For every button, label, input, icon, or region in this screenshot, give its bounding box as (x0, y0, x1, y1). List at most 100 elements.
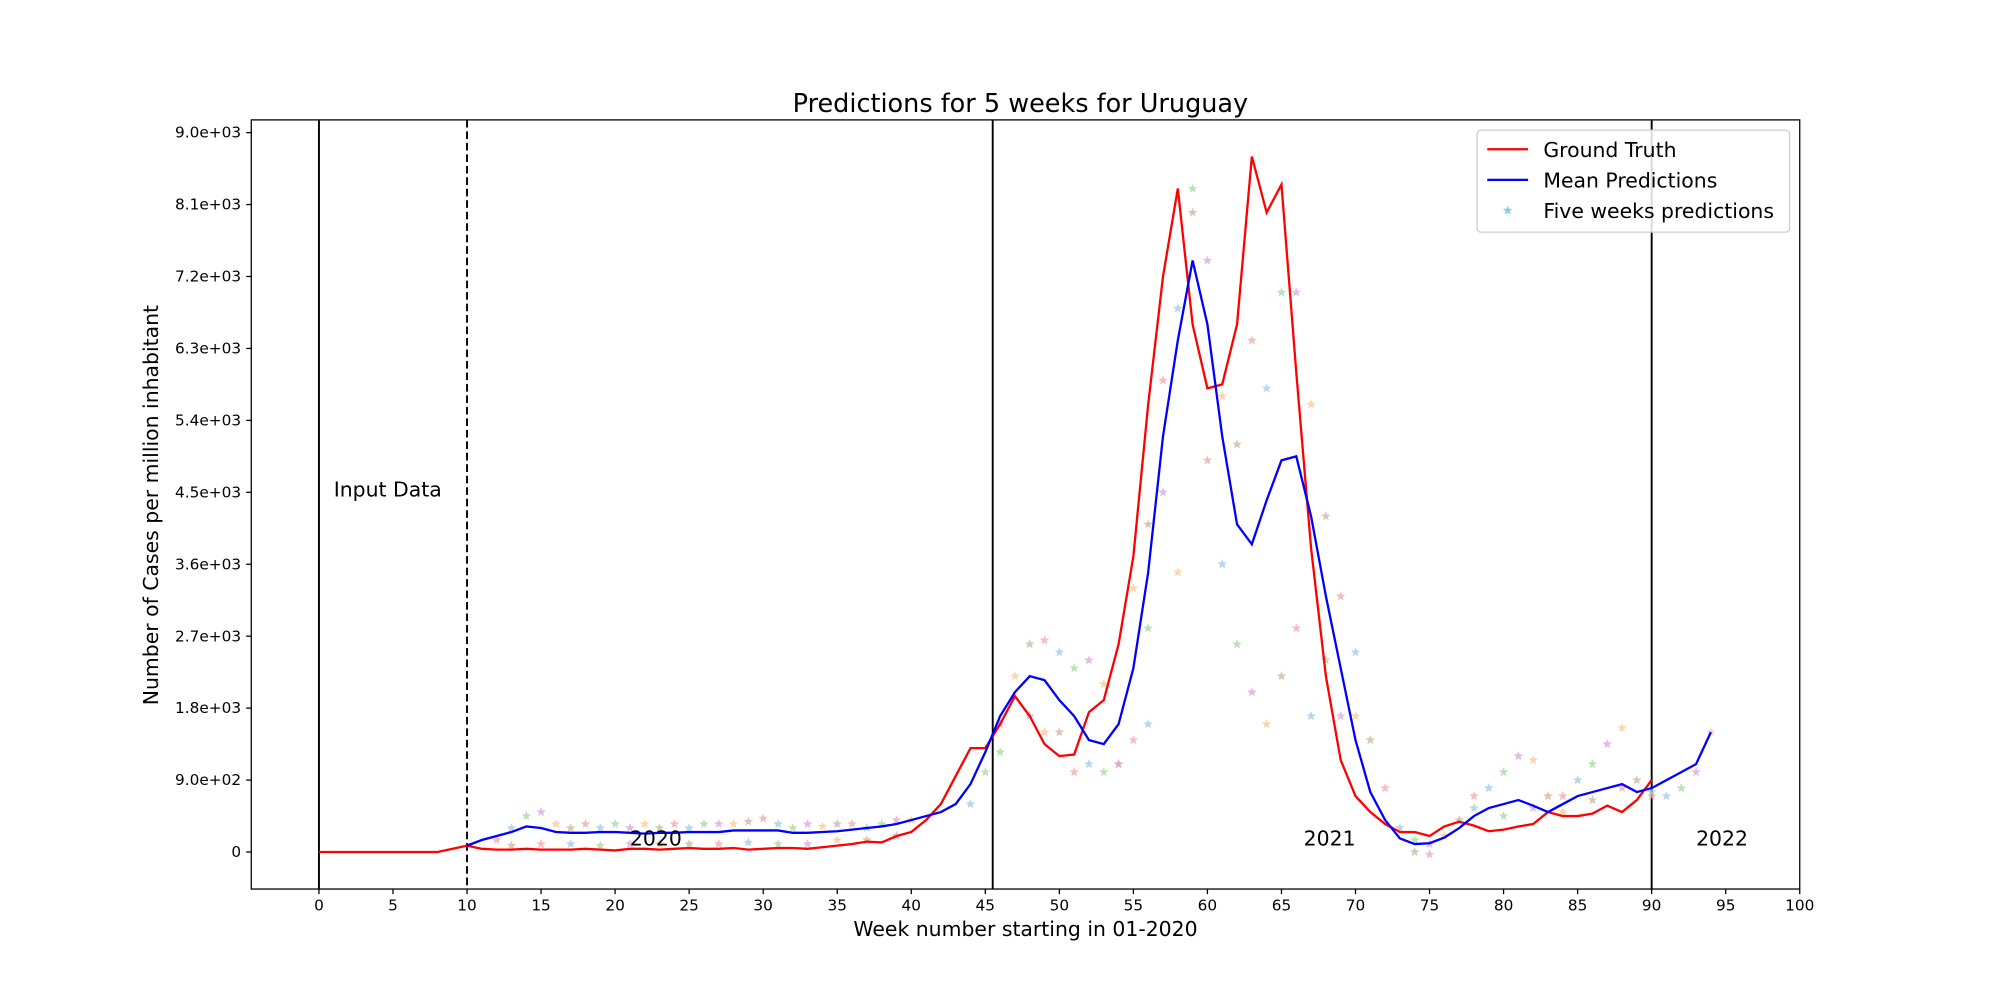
x-tick-label: 40 (902, 897, 921, 915)
scatter-point (595, 822, 606, 833)
scatter-point (1276, 671, 1287, 681)
y-tick-label: 7.2e+03 (175, 268, 241, 286)
scatter-point (1706, 727, 1716, 737)
scatter-point (743, 837, 754, 847)
x-tick-label: 80 (1494, 897, 1513, 915)
scatter-point (1069, 663, 1080, 673)
x-tick-label: 55 (1124, 897, 1143, 915)
scatter-point (1513, 750, 1524, 761)
scatter-point (565, 838, 576, 849)
scatter-point (773, 838, 783, 849)
y-tick-label: 8.1e+03 (175, 196, 241, 214)
scatter-point (1424, 849, 1435, 859)
x-tick-label: 50 (1050, 897, 1069, 915)
scatter-point (1172, 303, 1183, 313)
scatter-point (506, 840, 517, 850)
y-axis-label: Number of Cases per million inhabitant (139, 305, 163, 705)
x-tick-label: 75 (1420, 897, 1439, 915)
scatter-point (891, 814, 902, 825)
scatter-point (728, 818, 739, 829)
data-line (318, 156, 1653, 854)
annotation: 2021 (1304, 827, 1356, 851)
x-tick-label: 100 (1785, 897, 1814, 915)
scatter-point (1587, 794, 1598, 805)
scatter-point (1084, 655, 1094, 665)
data-line (466, 260, 1712, 847)
scatter-point (1498, 810, 1509, 821)
x-tick-label: 15 (531, 897, 550, 915)
legend-label: Mean Predictions (1543, 169, 1717, 193)
scatter-point (1247, 335, 1257, 345)
scatter-point (1098, 679, 1109, 689)
scatter-point (1632, 774, 1642, 785)
scatter-point (1069, 766, 1080, 777)
scatter-point (1143, 719, 1154, 729)
scatter-point (1676, 782, 1687, 793)
y-tick-label: 3.6e+03 (175, 555, 241, 573)
scatter-point (580, 818, 591, 829)
scatter-point (1217, 559, 1228, 569)
scatter-point (536, 806, 546, 817)
scatter-point (1291, 287, 1302, 297)
scatter-point (1261, 383, 1272, 393)
scatter-point (1172, 567, 1183, 577)
legend-box (1476, 129, 1791, 233)
scatter-point (1572, 774, 1583, 785)
scatter-point (654, 822, 665, 833)
scatter-point (743, 816, 754, 826)
scatter-point (506, 822, 517, 833)
x-tick-label: 45 (976, 897, 995, 915)
scatter-point (1261, 719, 1272, 729)
scatter-point (1557, 790, 1568, 801)
plot-area (250, 119, 1801, 890)
scatter-point (713, 838, 724, 849)
scatter-point (1528, 755, 1539, 765)
scatter-point (1498, 766, 1509, 777)
scatter-point (1528, 802, 1539, 813)
scatter-point (817, 821, 828, 831)
scatter-point (861, 834, 872, 845)
scatter-point (1247, 687, 1257, 697)
scatter-point (980, 766, 991, 777)
scatter-point (625, 838, 635, 849)
y-tick-label: 4.5e+03 (175, 483, 241, 501)
scatter-point (536, 838, 546, 849)
scatter-point (654, 838, 665, 849)
scatter-point (1232, 639, 1242, 649)
scatter-point (1350, 647, 1361, 657)
scatter-point (1202, 455, 1213, 465)
scatter-point (1128, 735, 1139, 745)
legend-marker (1502, 205, 1513, 215)
scatter-point (1039, 635, 1050, 645)
scatter-point (551, 818, 561, 829)
scatter-point (1113, 758, 1124, 769)
scatter-point (1321, 511, 1331, 521)
scatter-point (1187, 183, 1198, 193)
scatter-point (1143, 519, 1154, 529)
scatter-point (965, 798, 976, 809)
y-tick-label: 0 (231, 843, 241, 861)
scatter-point (1395, 822, 1405, 833)
scatter-point (713, 818, 724, 829)
scatter-point (832, 834, 843, 845)
x-axis-label: Week number starting in 01-2020 (853, 917, 1197, 941)
scatter-point (1024, 639, 1035, 649)
x-tick-label: 5 (388, 897, 398, 915)
scatter-point (1483, 782, 1494, 793)
scatter-point (847, 818, 857, 829)
scatter-point (1232, 439, 1242, 449)
scatter-point (1661, 790, 1672, 801)
scatter-point (1084, 758, 1094, 769)
scatter-point (1291, 623, 1302, 633)
scatter-point (684, 838, 695, 849)
scatter-point (625, 822, 635, 833)
scatter-point (1217, 391, 1228, 401)
legend-label: Ground Truth (1543, 138, 1676, 162)
x-tick-label: 10 (457, 897, 476, 915)
y-tick-label: 9.0e+03 (175, 124, 241, 142)
scatter-point (1202, 255, 1213, 265)
scatter-point (1158, 375, 1168, 385)
x-tick-label: 60 (1198, 897, 1217, 915)
scatter-point (1306, 399, 1316, 409)
